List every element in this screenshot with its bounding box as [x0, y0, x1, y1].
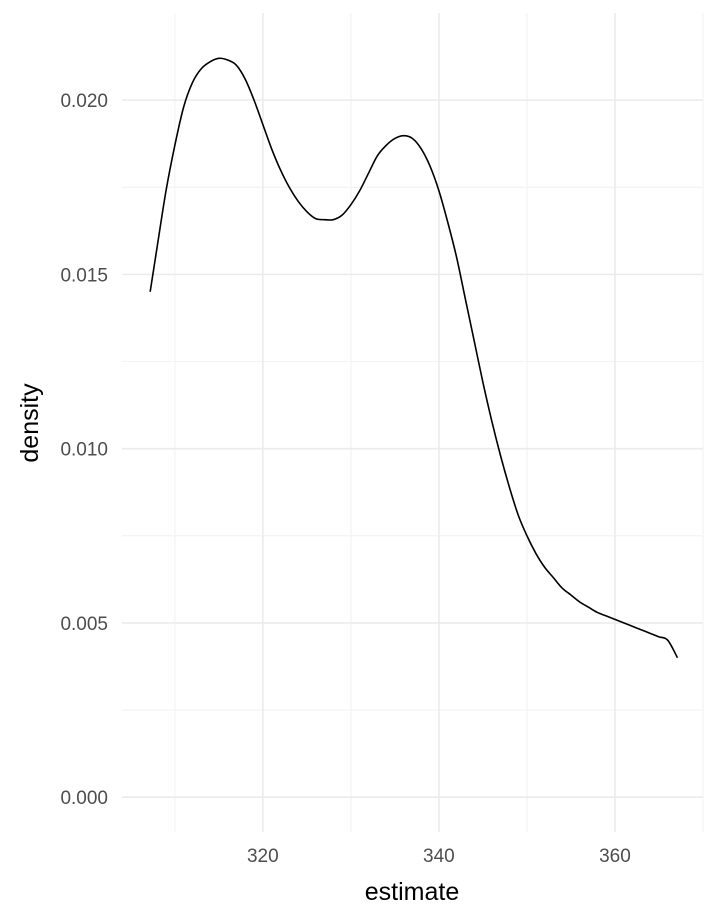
- y-tick-label: 0.020: [60, 91, 108, 112]
- x-tick-label: 320: [247, 846, 279, 867]
- x-axis-title: estimate: [365, 878, 459, 906]
- y-tick-label: 0.015: [60, 265, 108, 286]
- y-tick-label: 0.000: [60, 788, 108, 809]
- density-curve: [149, 57, 679, 659]
- y-tick-label: 0.005: [60, 614, 108, 635]
- x-tick-label: 340: [423, 846, 455, 867]
- y-tick-label: 0.010: [60, 440, 108, 461]
- gridlines: [122, 13, 704, 832]
- x-tick-label: 360: [599, 846, 631, 867]
- y-axis-title: density: [16, 383, 44, 463]
- tick-labels: 320 340 360 0.000 0.005 0.010 0.015 0.020: [60, 91, 630, 867]
- series-layer: [149, 57, 679, 659]
